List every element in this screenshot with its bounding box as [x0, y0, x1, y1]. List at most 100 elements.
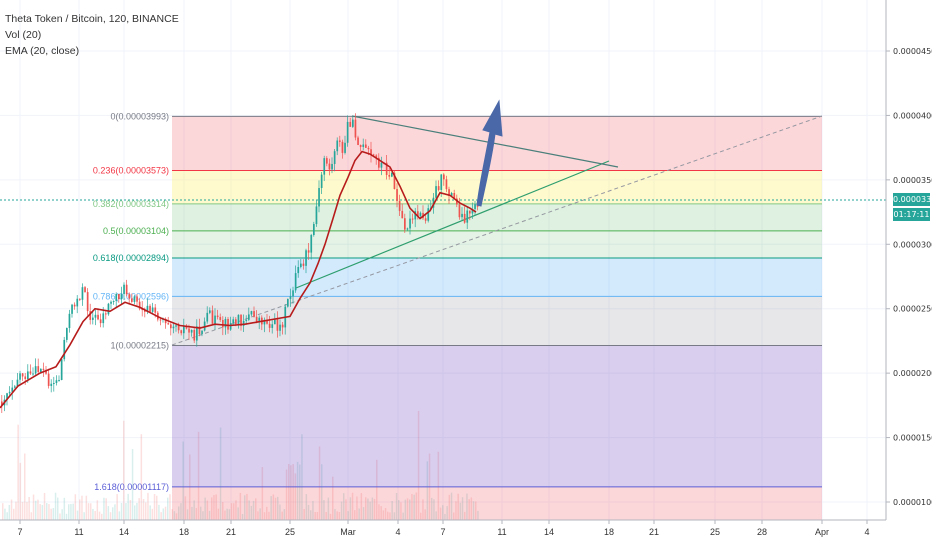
candle-body	[302, 263, 305, 266]
volume-bar	[39, 504, 41, 520]
volume-bar	[211, 497, 213, 520]
candle-body	[198, 326, 201, 335]
candle-body	[14, 386, 16, 388]
candle-body	[248, 314, 250, 320]
time-tick-label: 18	[179, 527, 189, 537]
candle-body	[68, 313, 71, 329]
candle-body	[276, 318, 279, 331]
volume-bar	[395, 493, 398, 520]
price-tick-label: 0.00002500	[893, 305, 932, 314]
volume-bar	[365, 497, 367, 520]
symbol-title[interactable]: Theta Token / Bitcoin, 120, BINANCE	[5, 13, 179, 25]
volume-bar	[197, 431, 200, 520]
volume-bar	[354, 510, 356, 520]
volume-bar	[347, 511, 349, 520]
candle-body	[32, 373, 34, 375]
volume-indicator-label[interactable]: Vol (20)	[5, 29, 42, 41]
volume-bar	[450, 492, 453, 520]
candle-body	[47, 373, 50, 386]
volume-bar	[426, 461, 429, 520]
volume-bar	[13, 508, 15, 520]
volume-bar	[83, 512, 85, 520]
volume-bar	[118, 511, 121, 520]
volume-bar	[87, 503, 90, 520]
volume-bar	[369, 501, 371, 520]
candle-body	[279, 324, 281, 331]
volume-bar	[72, 503, 74, 520]
time-tick-label: 7	[17, 527, 22, 537]
volume-bar	[435, 511, 437, 520]
volume-bar	[224, 510, 226, 520]
volume-bar	[367, 498, 369, 520]
candle-body	[58, 379, 60, 381]
volume-bar	[59, 513, 61, 520]
volume-bar	[125, 503, 127, 520]
candle-body	[313, 224, 315, 235]
volume-bar	[382, 510, 385, 520]
candle-body	[307, 250, 310, 253]
price-tick-label: 0.00004500	[893, 47, 932, 56]
candle-body	[271, 324, 274, 328]
candle-body	[346, 121, 349, 143]
volume-bar	[411, 494, 413, 520]
volume-bar	[325, 511, 327, 520]
volume-bar	[235, 500, 237, 520]
candle-body	[432, 197, 435, 208]
volume-bar	[255, 498, 257, 520]
candle-body	[128, 294, 131, 299]
candle-body	[193, 329, 196, 341]
volume-bar	[151, 508, 154, 520]
fib-zone	[172, 345, 822, 487]
volume-bar	[279, 504, 281, 520]
volume-bar	[74, 494, 77, 520]
volume-bar	[21, 501, 24, 520]
candle-body	[222, 320, 224, 328]
candle-body	[258, 317, 261, 322]
candle-body	[34, 366, 37, 374]
volume-bar	[334, 509, 336, 520]
volume-bar	[191, 506, 193, 520]
candle-body	[414, 211, 417, 220]
volume-bar	[123, 420, 125, 520]
volume-bar	[301, 434, 303, 520]
fib-level-label: 0.618(0.00002894)	[93, 253, 169, 263]
candle-body	[404, 218, 406, 230]
volume-bar	[294, 473, 297, 520]
volume-bar	[257, 511, 259, 520]
candle-body	[53, 382, 55, 384]
volume-bar	[149, 505, 151, 520]
volume-bar	[50, 508, 52, 520]
descending-trendline	[351, 115, 619, 168]
volume-bar	[329, 513, 332, 520]
candle-body	[8, 391, 11, 394]
volume-bar	[237, 507, 239, 520]
time-tick-label: 18	[604, 527, 614, 537]
candle-body	[76, 298, 79, 307]
volume-bar	[409, 499, 411, 520]
volume-bar	[477, 510, 479, 520]
candle-body	[16, 379, 19, 387]
ema-line	[0, 150, 477, 409]
candle-body	[466, 210, 469, 223]
candle-body	[92, 317, 94, 320]
volume-bar	[453, 512, 455, 520]
fib-level-label: 0.382(0.00003314)	[93, 199, 169, 209]
volume-bar	[448, 494, 451, 520]
volume-bar	[162, 508, 165, 520]
candle-body	[469, 210, 471, 214]
volume-bar	[299, 464, 301, 520]
ema-indicator-label[interactable]: EMA (20, close)	[5, 45, 80, 57]
time-tick-label: Mar	[340, 527, 356, 537]
volume-bar	[164, 506, 167, 520]
time-tick-label: 4	[395, 527, 400, 537]
volume-bar	[8, 504, 11, 520]
volume-bar	[439, 507, 442, 520]
volume-bar	[442, 505, 444, 520]
candle-body	[474, 204, 476, 210]
volume-bar	[310, 510, 312, 520]
volume-bar	[19, 462, 22, 520]
candle-body	[235, 319, 237, 325]
candle-body	[336, 140, 339, 152]
